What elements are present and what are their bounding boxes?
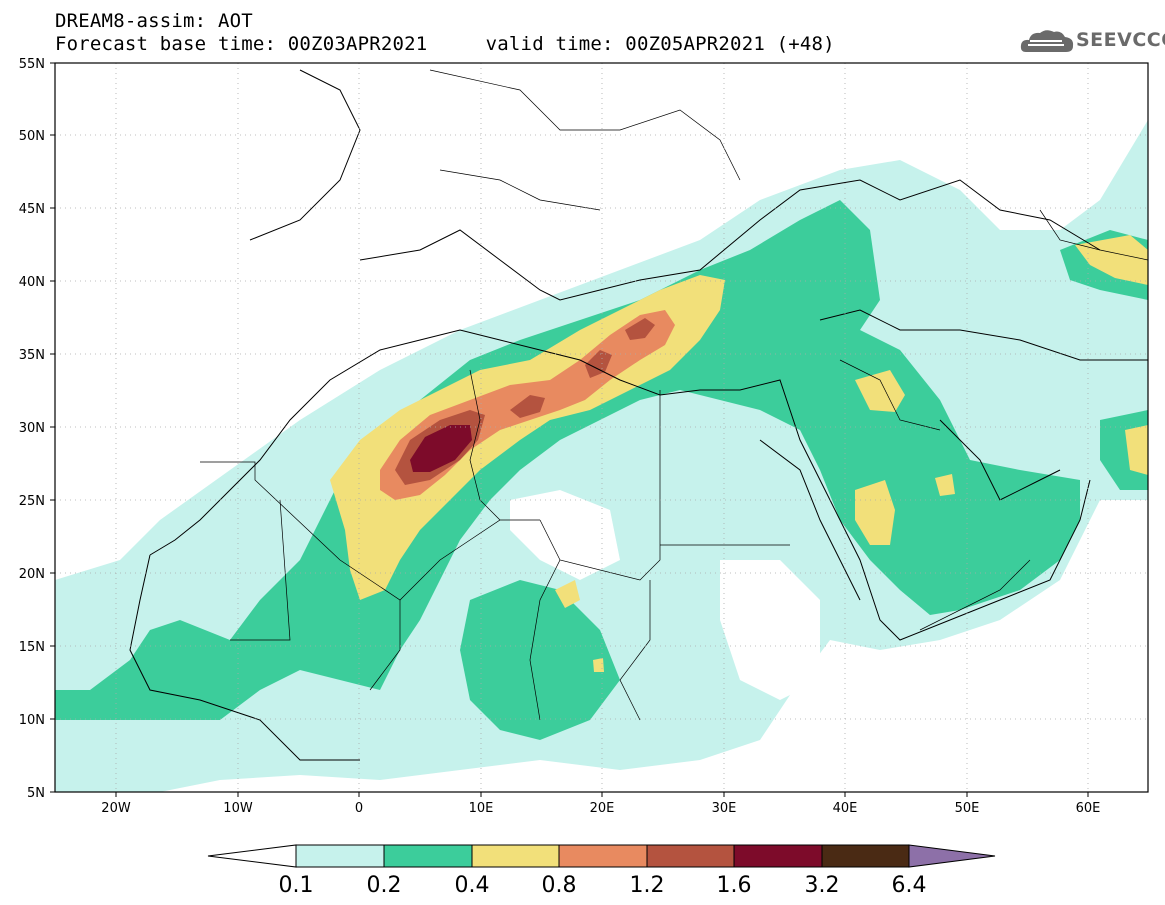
logo-text: SEEVCCC bbox=[1076, 29, 1165, 51]
colorbar-label: 0.4 bbox=[455, 873, 490, 898]
colorbar-swatch-0.4 bbox=[471, 844, 560, 868]
colorbar-swatch-0.1 bbox=[295, 844, 385, 868]
lon-labels: 20W 10W 0 10E 20E 30E 40E 50E 60E bbox=[101, 801, 1100, 816]
colorbar-swatch-1.2 bbox=[646, 844, 735, 868]
lat-label: 20N bbox=[19, 567, 45, 582]
map-title: DREAM8-assim: AOT bbox=[55, 10, 253, 32]
colorbar-labels: 0.1 0.2 0.4 0.8 1.2 1.6 3.2 6.4 bbox=[279, 873, 927, 898]
colorbar-label: 3.2 bbox=[805, 873, 840, 898]
lat-label: 30N bbox=[19, 421, 45, 436]
colorbar-swatch-0.2 bbox=[383, 844, 473, 868]
lat-label: 15N bbox=[19, 640, 45, 655]
colorbar-swatch-1.6 bbox=[733, 844, 823, 868]
lon-label: 0 bbox=[355, 801, 363, 816]
colorbar-label: 6.4 bbox=[892, 873, 927, 898]
lat-label: 55N bbox=[19, 57, 45, 72]
colorbar-label: 0.1 bbox=[279, 873, 314, 898]
lon-label: 20W bbox=[101, 801, 131, 816]
lon-label: 10E bbox=[469, 801, 494, 816]
colorbar-swatch-0.8 bbox=[558, 844, 648, 868]
lat-labels: 55N 50N 45N 40N 35N 30N 25N 20N 15N 10N … bbox=[19, 57, 45, 801]
aot-contour-1.6 bbox=[410, 425, 472, 472]
lon-label: 10W bbox=[223, 801, 253, 816]
colorbar-swatch-3.2 bbox=[821, 844, 910, 868]
country-borders bbox=[200, 69, 1148, 721]
colorbar-label: 0.8 bbox=[542, 873, 577, 898]
lat-label: 25N bbox=[19, 494, 45, 509]
colorbar-over-arrow bbox=[908, 844, 996, 868]
forecast-time-line: Forecast base time: 00Z03APR2021 valid t… bbox=[55, 33, 835, 55]
lat-label: 50N bbox=[19, 129, 45, 144]
lon-label: 50E bbox=[955, 801, 980, 816]
colorbar-label: 1.2 bbox=[630, 873, 665, 898]
lon-label: 30E bbox=[712, 801, 737, 816]
colorbar-label: 1.6 bbox=[717, 873, 752, 898]
lon-label: 20E bbox=[590, 801, 615, 816]
cloud-logo-icon bbox=[1020, 30, 1074, 52]
colorbar bbox=[207, 844, 996, 868]
lat-label: 5N bbox=[27, 786, 45, 801]
lon-label: 40E bbox=[833, 801, 858, 816]
lat-label: 35N bbox=[19, 348, 45, 363]
lat-label: 45N bbox=[19, 202, 45, 217]
lat-label: 40N bbox=[19, 275, 45, 290]
colorbar-under-arrow bbox=[207, 844, 297, 868]
colorbar-label: 0.2 bbox=[367, 873, 402, 898]
lon-label: 60E bbox=[1076, 801, 1101, 816]
lat-label: 10N bbox=[19, 713, 45, 728]
axis-ticks bbox=[50, 62, 1089, 797]
